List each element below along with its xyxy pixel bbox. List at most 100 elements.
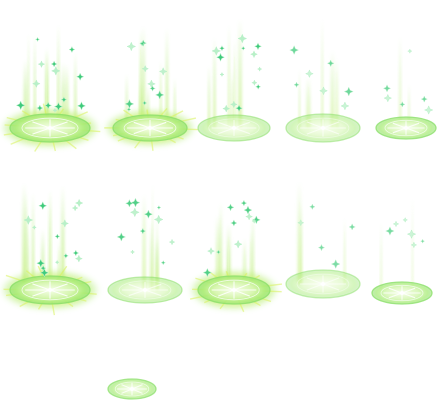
rune-spoke <box>49 283 68 291</box>
sparkle-particle <box>149 85 156 92</box>
sparkle-particle <box>44 101 53 110</box>
light-beam <box>343 218 346 284</box>
sparkle-particle <box>343 86 354 97</box>
rune-spoke <box>144 289 162 297</box>
light-beam <box>41 228 45 290</box>
effect-frame-10 <box>371 197 433 305</box>
light-beam <box>398 35 402 128</box>
sparkle-particle <box>116 232 127 242</box>
light-beam <box>173 77 176 128</box>
rune-spoke <box>144 283 162 291</box>
sparkle-particle <box>31 224 37 230</box>
sparkle-particle <box>330 259 341 269</box>
sparkle-particle <box>60 96 68 104</box>
sparkle-particle <box>37 60 46 69</box>
sparkle-particle <box>62 252 69 259</box>
sparkle-particle <box>385 226 395 236</box>
light-beam <box>233 38 236 128</box>
sparkle-particle <box>160 260 166 266</box>
sparkle-particle <box>293 81 300 88</box>
rune-spoke <box>233 289 250 297</box>
rune-inner-ring <box>21 117 79 139</box>
light-beam <box>321 18 324 128</box>
rune-ring <box>371 281 433 305</box>
sparkle-particle <box>251 79 258 86</box>
rune-spoke <box>128 289 146 297</box>
rune-ring <box>375 116 437 140</box>
rune-inner-ring <box>114 381 150 397</box>
sparkle-particle <box>219 71 225 78</box>
sparkle-particle <box>251 218 258 224</box>
rune-inner-ring <box>380 284 424 302</box>
light-beam-core <box>46 65 48 128</box>
rune-spoke <box>218 127 235 135</box>
sparkle-particle <box>319 86 328 96</box>
sparkle-particle <box>76 101 87 111</box>
sparkle-particle <box>326 59 335 68</box>
light-beam <box>140 26 146 128</box>
light-beam <box>22 183 27 290</box>
sparkle-particle <box>74 254 83 263</box>
sparkle-particle <box>72 249 80 257</box>
sparkle-particle <box>420 95 428 103</box>
sparkle-particle <box>143 209 154 219</box>
sparkle-particle <box>38 201 48 211</box>
rune-center <box>320 125 326 131</box>
rune-spoke <box>388 292 403 299</box>
light-beam <box>213 37 216 128</box>
rune-center <box>147 125 153 131</box>
light-beam <box>231 68 234 128</box>
frames-layer <box>0 18 437 400</box>
light-beam <box>335 58 339 128</box>
rune-spoke <box>401 287 416 294</box>
effect-frame-9 <box>285 181 361 299</box>
light-beam-core <box>174 87 176 128</box>
sparkle-particle <box>75 72 85 81</box>
sparkle-particle <box>392 220 400 228</box>
rune-inner-ring <box>296 273 350 295</box>
sparkle-particle <box>237 33 248 44</box>
light-beam <box>33 34 36 128</box>
sparkle-particle <box>230 219 238 227</box>
rune-spoke <box>392 122 407 129</box>
rune-ring <box>107 276 183 304</box>
light-beam <box>60 185 65 290</box>
sparkle-particle <box>420 238 426 244</box>
rune-center <box>47 287 53 293</box>
sparkle-particle <box>297 219 305 227</box>
light-beam <box>25 193 28 290</box>
rune-spoke <box>233 121 250 129</box>
sparkle-particle <box>54 233 61 240</box>
sparkle-particle <box>32 79 41 88</box>
sparkle-particle <box>305 69 314 79</box>
rune-center <box>403 125 409 131</box>
sparkle-particle <box>50 60 58 68</box>
sparkle-particle <box>402 217 409 223</box>
rune-spoke <box>133 127 151 135</box>
rune-inner-ring <box>384 119 428 137</box>
sparkle-particle <box>54 259 60 265</box>
rune-center <box>47 125 53 131</box>
light-beam <box>242 238 247 290</box>
rune-center <box>320 281 326 287</box>
sparkle-particle <box>153 214 164 225</box>
rune-inner-ring <box>118 280 172 300</box>
light-beam <box>330 50 335 128</box>
rune-center <box>231 287 237 293</box>
effect-frame-4 <box>285 18 361 143</box>
light-beam <box>165 27 169 128</box>
rune-inner-ring <box>123 118 177 138</box>
rune-spoke <box>128 283 146 291</box>
sparkle-particle <box>50 66 61 76</box>
sparkle-particle <box>141 64 149 73</box>
light-beam-core <box>66 77 68 128</box>
light-beam-core <box>143 213 145 290</box>
light-beam <box>139 29 142 129</box>
sparkle-particle <box>125 199 134 208</box>
rune-spoke <box>322 121 340 129</box>
rune-spoke <box>322 277 340 285</box>
sparkle-particle <box>156 205 162 211</box>
light-beam <box>61 62 66 128</box>
light-beam <box>48 190 51 290</box>
